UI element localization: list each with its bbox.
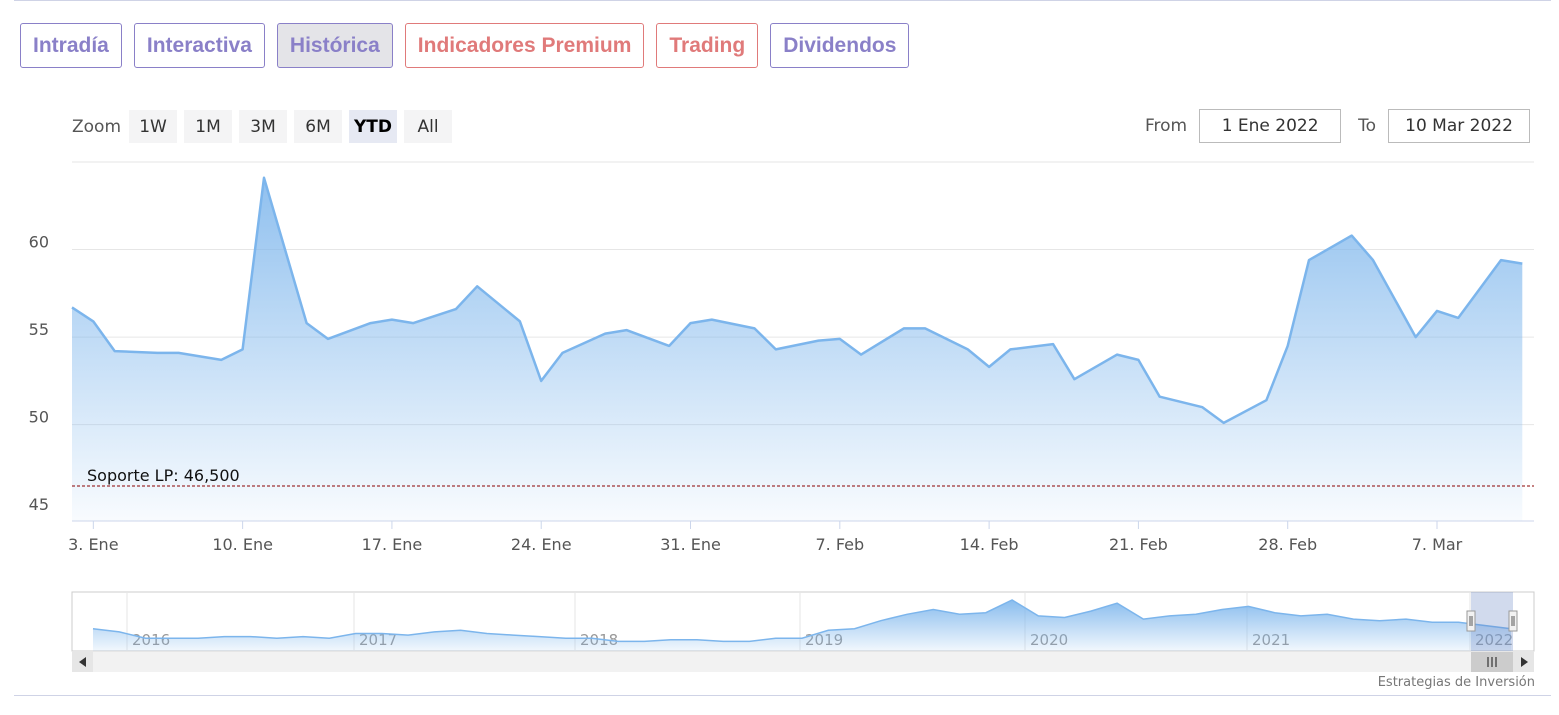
scrollbar-right-button[interactable] <box>1513 652 1534 672</box>
zoom-button-3m[interactable]: 3M <box>239 110 288 143</box>
y-tick-label: 50 <box>29 408 49 427</box>
grid-lines <box>72 161 1534 426</box>
navigator-year-label: 2022 <box>1475 631 1513 649</box>
scroll-left-icon <box>79 657 86 667</box>
navigator-area <box>93 600 1511 651</box>
x-tick-label: 17. Ene <box>362 535 423 554</box>
tab-intrad-a[interactable]: Intradía <box>20 23 122 68</box>
x-tick-label: 28. Feb <box>1258 535 1317 554</box>
scrollbar-track[interactable] <box>72 652 1534 672</box>
zoom-button-all[interactable]: All <box>404 110 453 143</box>
navigator-year-label: 2019 <box>805 631 843 649</box>
y-tick-label: 45 <box>29 495 49 514</box>
zoom-buttons: 1W 1M 3M 6M YTD All <box>129 110 459 143</box>
to-date-input[interactable]: 10 Mar 2022 <box>1388 109 1531 143</box>
to-label: To <box>1358 116 1377 136</box>
navigator-year-label: 2020 <box>1030 631 1068 649</box>
tab-dividendos[interactable]: Dividendos <box>770 23 910 68</box>
tab-hist-rica[interactable]: Histórica <box>276 23 393 68</box>
zoom-selector: Zoom 1W 1M 3M 6M YTD All <box>72 110 459 143</box>
zoom-button-1m[interactable]: 1M <box>184 110 233 143</box>
y-tick-label: 55 <box>29 320 49 339</box>
support-line: Soporte LP: 46,500 <box>72 466 1534 487</box>
tab-interactiva[interactable]: Interactiva <box>133 23 265 68</box>
x-tick-label: 10. Ene <box>212 535 273 554</box>
zoom-button-6m[interactable]: 6M <box>294 110 343 143</box>
navigator-handle-right[interactable] <box>1508 610 1518 632</box>
range-selector: From 1 Ene 2022 To 10 Mar 2022 <box>1145 109 1531 143</box>
scrollbar-left-button[interactable] <box>72 652 93 672</box>
series-area <box>72 177 1523 522</box>
series-line <box>71 176 1523 425</box>
scroll-right-icon <box>1521 657 1528 667</box>
tab-trading[interactable]: Trading <box>656 23 759 68</box>
x-tick-label: 3. Ene <box>68 535 118 554</box>
support-line-label: Soporte LP: 46,500 <box>87 466 240 485</box>
x-tick-label: 7. Mar <box>1412 535 1463 554</box>
top-divider <box>14 0 1551 1</box>
scrollbar-thumb[interactable] <box>1471 652 1513 672</box>
navigator-year-label: 2018 <box>580 631 618 649</box>
zoom-button-1w[interactable]: 1W <box>129 110 178 143</box>
tab-indicadores-premium[interactable]: Indicadores Premium <box>404 23 645 68</box>
price-series <box>71 176 1523 522</box>
navigator-year-label: 2016 <box>132 631 170 649</box>
from-date-input[interactable]: 1 Ene 2022 <box>1199 109 1342 143</box>
x-axis: 3. Ene 10. Ene 17. Ene 24. Ene 31. Ene 7. Feb… <box>68 520 1534 554</box>
navigator-handle-left[interactable] <box>1466 610 1476 632</box>
chart-credit: Estrategias de Inversión <box>1377 675 1535 690</box>
navigator: 2016 2017 2018 2019 2020 2021 2022 <box>71 591 1535 672</box>
zoom-button-ytd[interactable]: YTD <box>349 110 398 143</box>
y-tick-label: 60 <box>29 233 49 252</box>
from-label: From <box>1145 116 1188 136</box>
navigator-line <box>92 599 1512 643</box>
navigator-year-label: 2017 <box>359 631 397 649</box>
navigator-frame <box>71 591 1535 652</box>
x-tick-label: 24. Ene <box>511 535 572 554</box>
bottom-divider <box>14 695 1551 696</box>
x-tick-label: 14. Feb <box>960 535 1019 554</box>
x-tick-label: 21. Feb <box>1109 535 1168 554</box>
tab-bar: Intradía Interactiva Histórica Indicadores … <box>20 23 921 68</box>
navigator-selection[interactable] <box>1471 592 1513 651</box>
x-tick-label: 7. Feb <box>815 535 864 554</box>
y-axis: 45 50 55 60 <box>29 233 49 515</box>
x-tick-label: 31. Ene <box>660 535 721 554</box>
zoom-label: Zoom <box>72 116 122 137</box>
navigator-year-label: 2021 <box>1252 631 1290 649</box>
